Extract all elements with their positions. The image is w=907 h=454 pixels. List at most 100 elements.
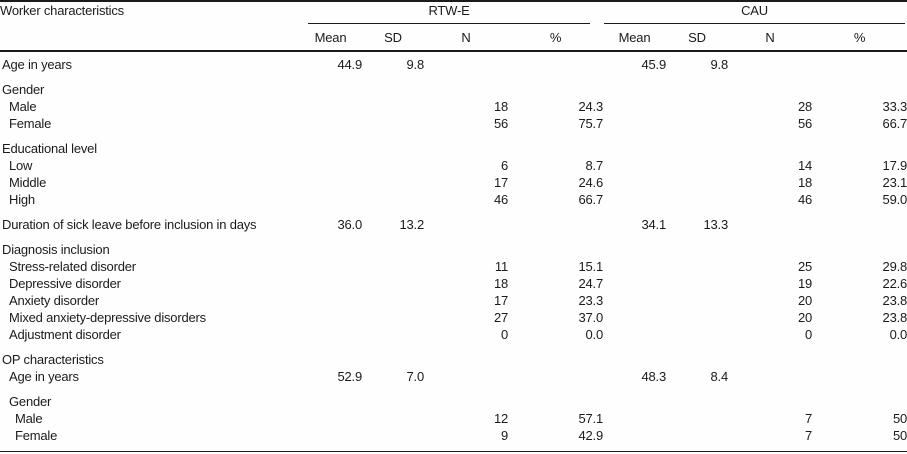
table-row: Diagnosis inclusion: [0, 233, 907, 258]
row-label: Adjustment disorder: [9, 327, 121, 342]
cell-rtwe-pct: 8.7: [585, 158, 604, 173]
table-row: Low 6 8.7 14 17.9: [0, 157, 907, 174]
cell-rtwe-pct: 57.1: [578, 411, 604, 426]
cell-rtwe-n: 18: [493, 99, 508, 114]
cell-cau-mean: [603, 191, 666, 208]
row-label: Anxiety disorder: [9, 293, 100, 308]
cell-rtwe-pct: 24.6: [578, 175, 604, 190]
table-row: Adjustment disorder 0 0.0 0 0.0: [0, 326, 907, 343]
row-label: Duration of sick leave before inclusion …: [2, 217, 257, 232]
cell-cau-sd: 8.4: [710, 369, 729, 384]
cell-rtwe-pct: [508, 385, 603, 410]
cell-rtwe-sd: [362, 157, 424, 174]
row-label: Mixed anxiety-depressive disorders: [9, 310, 206, 325]
cell-rtwe-pct: [508, 132, 603, 157]
cell-rtwe-mean: [299, 385, 362, 410]
cell-rtwe-mean: [299, 326, 362, 343]
cell-cau-pct: 17.9: [882, 158, 907, 173]
cell-rtwe-pct: 15.1: [578, 259, 604, 274]
cell-rtwe-pct: 24.3: [578, 99, 604, 114]
table-row: Age in years 52.9 7.0 48.3 8.4: [0, 368, 907, 385]
cell-rtwe-mean: [299, 73, 362, 98]
row-label: Depressive disorder: [9, 276, 121, 291]
cell-cau-sd: [666, 410, 728, 427]
group-header-rtwe: RTW-E: [299, 1, 603, 24]
cell-cau-sd: [666, 258, 728, 275]
cell-rtwe-mean: [299, 292, 362, 309]
cell-rtwe-n: 27: [493, 310, 508, 325]
cell-cau-pct: 33.3: [882, 99, 907, 114]
cell-cau-pct: [812, 343, 907, 368]
cell-cau-mean: [603, 292, 666, 309]
column-header-rtwe-mean: Mean: [299, 24, 362, 52]
group-header-cau: CAU: [603, 1, 907, 24]
table-row: Male 18 24.3 28 33.3: [0, 98, 907, 115]
row-label: Middle: [9, 175, 47, 190]
cell-rtwe-mean: [299, 233, 362, 258]
cell-rtwe-mean: [299, 410, 362, 427]
cell-rtwe-mean: [299, 275, 362, 292]
cell-cau-pct: 0.0: [889, 327, 907, 342]
cell-cau-n: [728, 73, 812, 98]
table-row: Depressive disorder 18 24.7 19 22.6: [0, 275, 907, 292]
cell-rtwe-sd: [362, 275, 424, 292]
cell-cau-pct: [812, 368, 907, 385]
row-label: Gender: [9, 394, 52, 409]
cell-rtwe-mean: 36.0: [337, 217, 362, 232]
cell-cau-mean: [603, 115, 666, 132]
cell-cau-mean: [603, 427, 666, 452]
row-label: Male: [9, 99, 37, 114]
row-label: Educational level: [2, 141, 97, 156]
cell-rtwe-pct: [508, 233, 603, 258]
cell-rtwe-sd: [362, 309, 424, 326]
cell-cau-n: 7: [804, 428, 813, 443]
cell-cau-pct: [812, 132, 907, 157]
row-label: OP characteristics: [2, 352, 104, 367]
cell-cau-mean: 48.3: [641, 369, 667, 384]
cell-rtwe-pct: [508, 343, 603, 368]
cell-cau-mean: [603, 98, 666, 115]
table-row: Male 12 57.1 7 50: [0, 410, 907, 427]
column-header-rtwe-sd: SD: [362, 24, 424, 52]
cell-rtwe-sd: [362, 385, 424, 410]
cell-cau-n: 20: [797, 310, 813, 325]
cell-rtwe-n: 17: [493, 175, 508, 190]
cell-cau-n: 7: [804, 411, 813, 426]
cell-rtwe-n: [424, 132, 508, 157]
cell-rtwe-sd: [362, 98, 424, 115]
cell-cau-sd: [666, 326, 728, 343]
cell-cau-sd: [666, 233, 728, 258]
cell-cau-pct: 23.1: [882, 175, 907, 190]
cell-rtwe-n: [424, 233, 508, 258]
cell-rtwe-n: 6: [500, 158, 508, 173]
corner-header-worker-characteristics: Worker characteristics: [0, 1, 299, 52]
cell-cau-sd: [666, 292, 728, 309]
row-label: Female: [15, 428, 58, 443]
cell-cau-pct: [812, 51, 907, 73]
cell-rtwe-sd: [362, 132, 424, 157]
cell-rtwe-sd: [362, 115, 424, 132]
column-header-cau-n: N: [728, 24, 813, 52]
cell-rtwe-sd: 9.8: [406, 57, 424, 72]
cell-rtwe-sd: [362, 427, 424, 452]
cell-rtwe-sd: [362, 343, 424, 368]
table-row: Gender: [0, 73, 907, 98]
cell-cau-sd: [666, 132, 728, 157]
cell-rtwe-sd: [362, 233, 424, 258]
cell-rtwe-n: [424, 385, 508, 410]
cell-cau-mean: [603, 309, 666, 326]
cell-cau-n: [728, 132, 812, 157]
cell-rtwe-mean: [299, 174, 362, 191]
cell-rtwe-sd: [362, 326, 424, 343]
cell-cau-mean: [603, 174, 666, 191]
cell-rtwe-pct: 42.9: [578, 428, 604, 443]
cell-cau-pct: [812, 233, 907, 258]
cell-rtwe-n: 0: [500, 327, 508, 342]
cell-cau-pct: 50: [893, 428, 907, 443]
cell-rtwe-pct: 37.0: [578, 310, 604, 325]
cell-cau-mean: [603, 275, 666, 292]
cell-cau-n: 18: [797, 175, 813, 190]
row-label: Stress-related disorder: [9, 259, 136, 274]
